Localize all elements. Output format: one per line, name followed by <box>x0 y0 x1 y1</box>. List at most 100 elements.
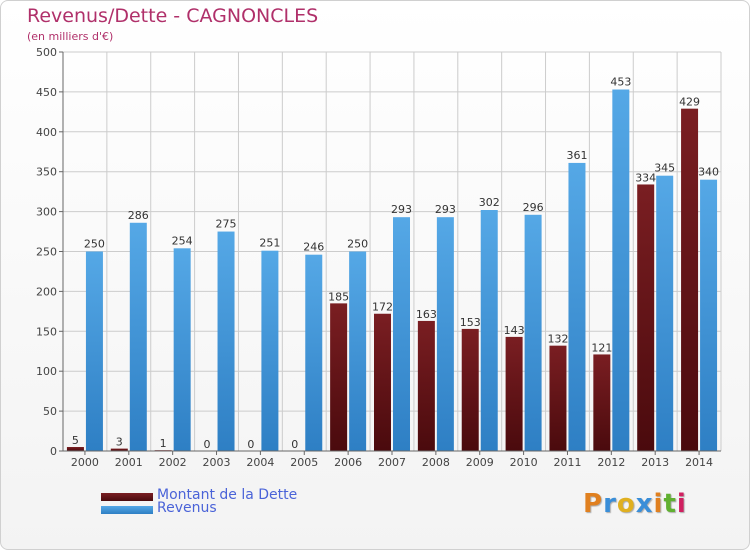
y-tick-label: 500 <box>36 46 57 59</box>
bar-revenue-2013 <box>656 175 674 451</box>
data-labels: 5 250 3 286 1 254 0 275 0 251 0 246 185 250 172 293 163 2… <box>72 76 719 451</box>
data-label-revenue-2012: 453 <box>610 76 631 89</box>
logo-letter: x <box>635 489 654 519</box>
bar-revenue-2010 <box>524 214 542 451</box>
y-tick-label: 450 <box>36 86 57 99</box>
data-label-debt-2009: 153 <box>460 316 481 329</box>
logo-letter: i <box>676 489 687 519</box>
x-tick-label-2000: 2000 <box>71 456 99 469</box>
proxiti-logo: Proxiti <box>583 489 687 519</box>
data-label-revenue-2001: 286 <box>128 209 149 222</box>
data-label-revenue-2005: 246 <box>303 241 324 254</box>
data-label-revenue-2006: 250 <box>347 238 368 251</box>
bar-debt-2010 <box>505 336 523 451</box>
data-label-debt-2002: 1 <box>160 437 167 450</box>
bar-debt-2001 <box>110 448 128 451</box>
legend-swatch-revenue <box>101 506 153 514</box>
bar-revenue-2002 <box>173 248 191 451</box>
x-tick-label-2009: 2009 <box>466 456 494 469</box>
data-label-revenue-2003: 275 <box>216 218 237 231</box>
bar-revenue-2009 <box>480 210 498 451</box>
data-label-revenue-2000: 250 <box>84 238 105 251</box>
bar-revenue-2005 <box>305 254 323 451</box>
data-label-revenue-2013: 345 <box>654 162 675 175</box>
y-tick-label: 350 <box>36 166 57 179</box>
bar-debt-2013 <box>637 184 655 451</box>
data-label-debt-2004: 0 <box>247 438 254 451</box>
data-label-debt-2001: 3 <box>116 436 123 449</box>
chart-subtitle: (en milliers d'€) <box>27 30 114 43</box>
data-label-debt-2008: 163 <box>416 308 437 321</box>
data-label-revenue-2004: 251 <box>259 237 280 250</box>
data-label-debt-2000: 5 <box>72 434 79 447</box>
data-label-revenue-2002: 254 <box>172 234 193 247</box>
y-tick-label: 0 <box>50 445 57 458</box>
legend-label-debt: Montant de la Dette <box>157 487 298 503</box>
data-label-revenue-2011: 361 <box>566 149 587 162</box>
bar-debt-2000 <box>66 447 84 451</box>
bar-revenue-2012 <box>612 89 630 452</box>
x-tick-label-2014: 2014 <box>685 456 713 469</box>
logo-letter: P <box>583 489 604 519</box>
data-label-debt-2003: 0 <box>204 438 211 451</box>
data-label-revenue-2014: 340 <box>698 166 719 179</box>
data-label-debt-2010: 143 <box>504 324 525 337</box>
bar-revenue-2011 <box>568 162 586 451</box>
y-tick-label: 150 <box>36 325 57 338</box>
bar-revenue-2004 <box>261 250 279 451</box>
bar-revenue-2006 <box>349 251 367 451</box>
data-label-revenue-2010: 296 <box>523 201 544 214</box>
x-tick-label-2011: 2011 <box>553 456 581 469</box>
x-tick-label-2007: 2007 <box>378 456 406 469</box>
y-tick-label: 400 <box>36 126 57 139</box>
x-tick-label-2008: 2008 <box>422 456 450 469</box>
bar-revenue-2001 <box>129 222 147 451</box>
y-tick-label: 200 <box>36 285 57 298</box>
data-label-debt-2013: 334 <box>635 171 656 184</box>
logo-letter: i <box>653 489 664 519</box>
x-tick-label-2003: 2003 <box>203 456 231 469</box>
bars <box>66 89 718 452</box>
legend-label-revenue: Revenus <box>157 500 217 516</box>
x-tick-label-2001: 2001 <box>115 456 143 469</box>
x-tick-label-2004: 2004 <box>246 456 274 469</box>
bar-revenue-2000 <box>85 251 103 451</box>
data-label-debt-2014: 429 <box>679 96 700 109</box>
y-tick-label: 250 <box>36 246 57 259</box>
data-label-revenue-2009: 302 <box>479 196 500 209</box>
data-label-debt-2011: 132 <box>547 333 568 346</box>
x-tick-label-2002: 2002 <box>159 456 187 469</box>
data-label-revenue-2008: 293 <box>435 203 456 216</box>
logo-letter: o <box>616 489 636 519</box>
data-label-debt-2012: 121 <box>591 341 612 354</box>
grid-lines <box>62 51 722 452</box>
bar-revenue-2007 <box>393 217 410 451</box>
bar-debt-2012 <box>593 354 611 451</box>
x-tick-label-2005: 2005 <box>290 456 318 469</box>
bar-debt-2014 <box>681 108 699 452</box>
y-tick-label: 300 <box>36 206 57 219</box>
bar-debt-2009 <box>461 328 479 451</box>
bar-debt-2008 <box>417 320 435 451</box>
bar-revenue-2003 <box>217 231 235 451</box>
chart-title: Revenus/Dette - CAGNONCLES <box>27 5 319 27</box>
logo-letter: t <box>663 489 677 519</box>
data-label-debt-2007: 172 <box>372 301 393 314</box>
bar-revenue-2008 <box>436 217 454 451</box>
x-tick-label-2013: 2013 <box>641 456 669 469</box>
x-tick-label-2006: 2006 <box>334 456 362 469</box>
y-tick-label: 100 <box>36 365 57 378</box>
x-tick-label-2012: 2012 <box>597 456 625 469</box>
data-label-debt-2005: 0 <box>291 438 298 451</box>
data-label-revenue-2007: 293 <box>391 203 412 216</box>
bar-revenue-2014 <box>700 179 718 451</box>
data-label-debt-2006: 185 <box>328 290 349 303</box>
x-tick-label-2010: 2010 <box>510 456 538 469</box>
bar-debt-2011 <box>549 345 567 451</box>
bar-debt-2007 <box>374 313 391 451</box>
y-tick-label: 50 <box>43 405 57 418</box>
logo-letter: r <box>603 489 617 519</box>
